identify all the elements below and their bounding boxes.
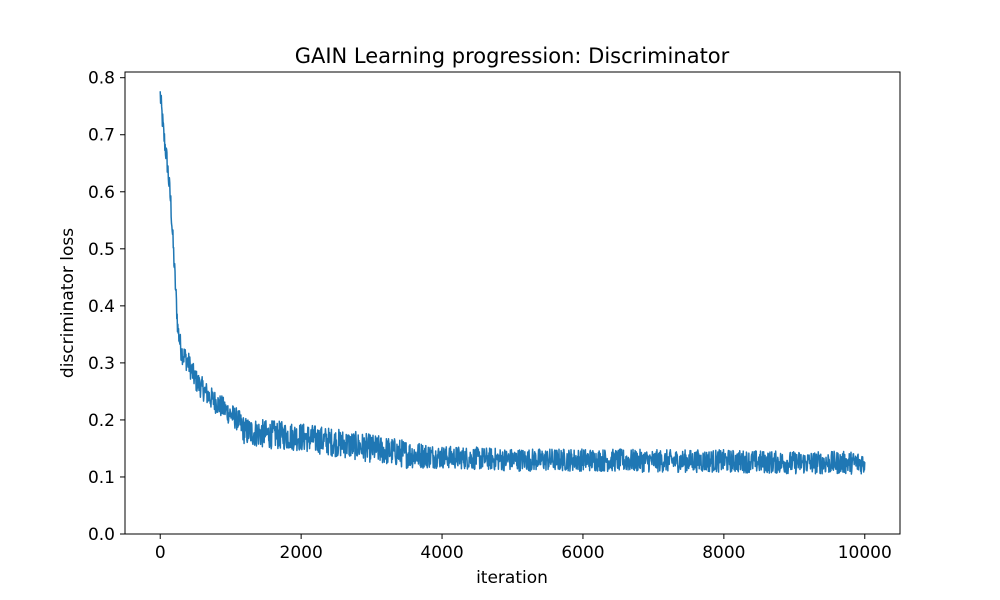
x-tick-label: 8000 xyxy=(702,543,745,563)
y-tick-label: 0.2 xyxy=(88,411,115,431)
y-tick-label: 0.3 xyxy=(88,354,115,374)
y-tick-label: 0.4 xyxy=(88,297,115,317)
x-axis-label: iteration xyxy=(476,568,548,588)
x-tick-label: 6000 xyxy=(561,543,604,563)
x-tick-label: 10000 xyxy=(838,543,892,563)
plot-frame xyxy=(124,71,901,535)
y-tick-label: 0.6 xyxy=(88,183,115,203)
series-line xyxy=(159,91,866,475)
x-tick-label: 0 xyxy=(155,543,166,563)
y-tick-label: 0.0 xyxy=(88,525,115,545)
y-tick-label: 0.5 xyxy=(88,240,115,260)
x-tick-label: 4000 xyxy=(420,543,463,563)
y-axis-label: discriminator loss xyxy=(58,228,78,378)
plot-area xyxy=(159,91,866,475)
y-tick-label: 0.7 xyxy=(88,126,115,146)
x-tick-label: 2000 xyxy=(280,543,323,563)
y-tick-label: 0.8 xyxy=(88,69,115,89)
y-axis: 0.0 0.1 0.2 0.3 0.4 0.5 0.6 0.7 0.8 xyxy=(88,69,125,545)
y-tick-label: 0.1 xyxy=(88,468,115,488)
chart-title: GAIN Learning progression: Discriminator xyxy=(295,44,730,68)
x-axis: 0 2000 4000 6000 8000 10000 xyxy=(155,534,892,563)
